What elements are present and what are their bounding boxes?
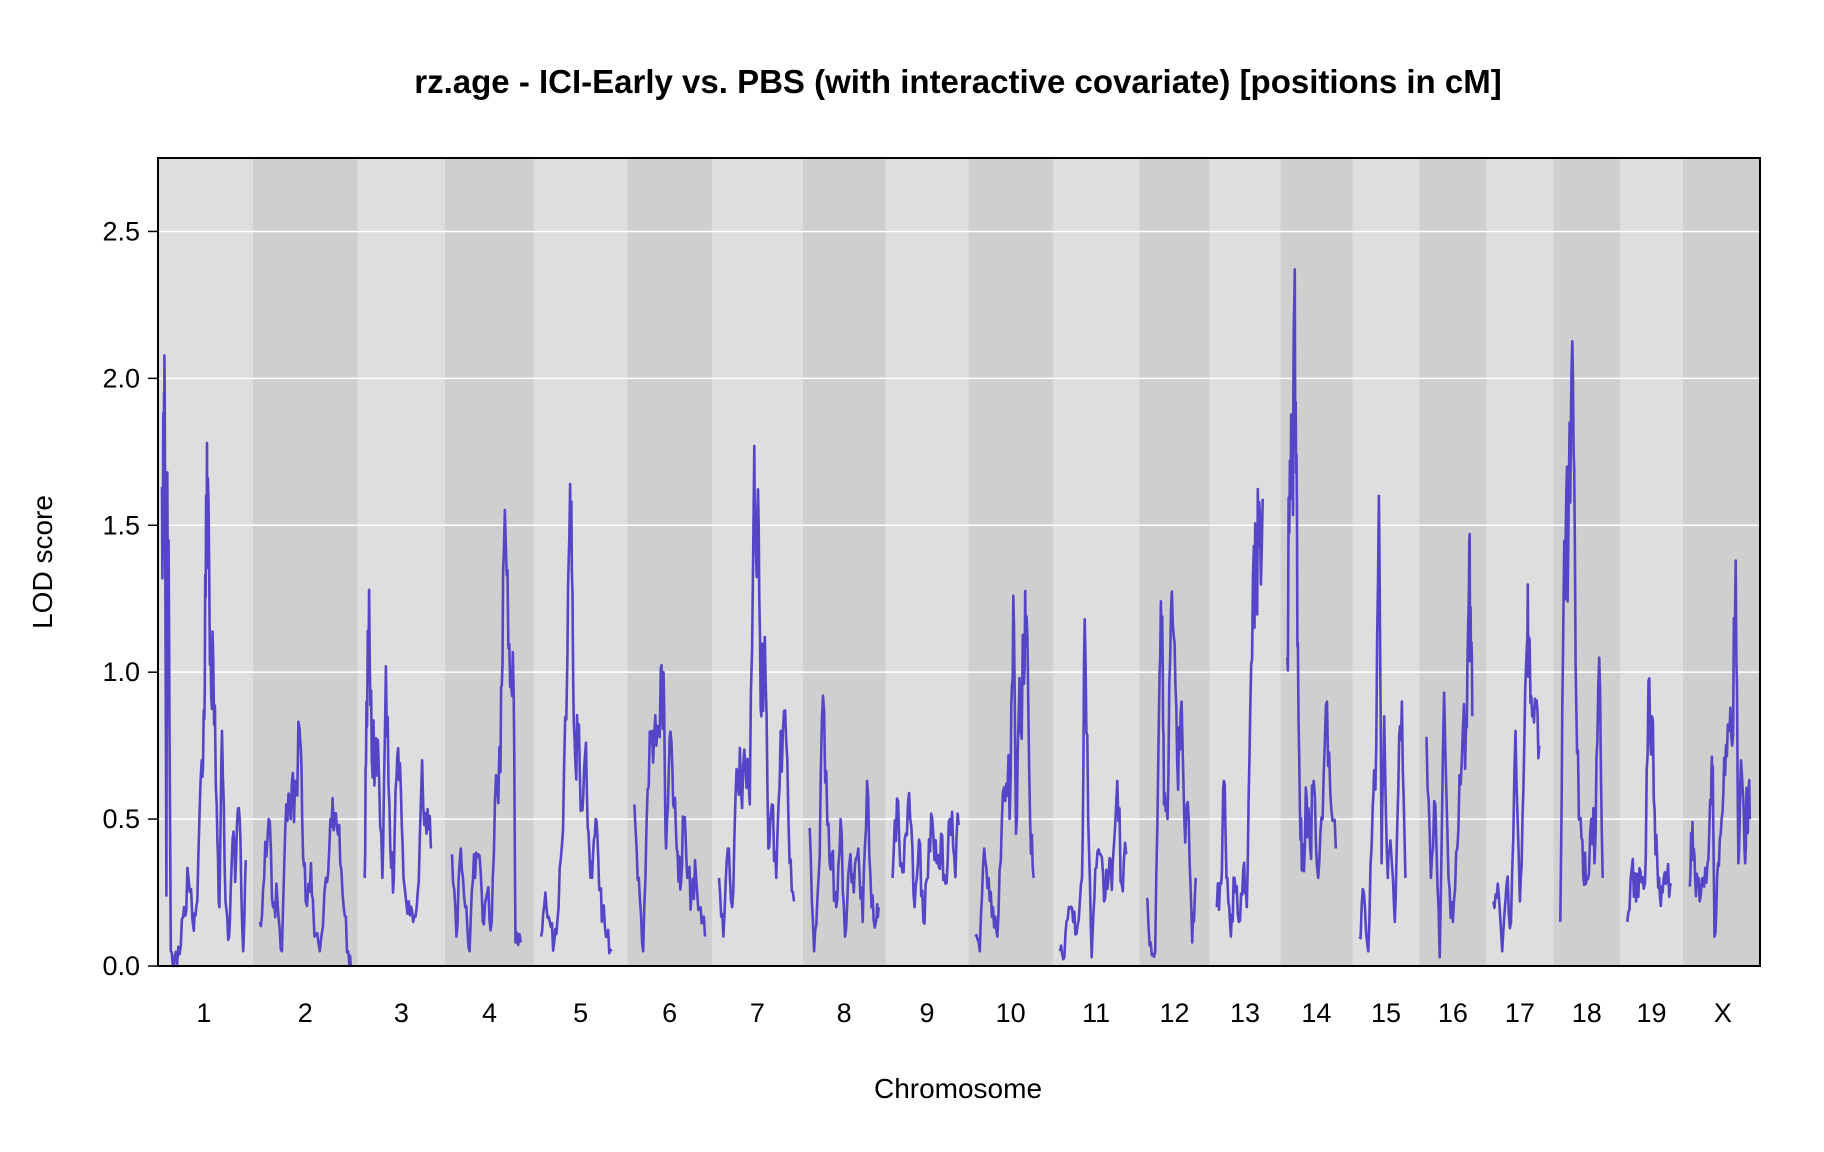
lod-line-chr-5 <box>539 482 613 955</box>
lod-line-chr-14 <box>1286 268 1338 880</box>
x-tick-label: 9 <box>919 998 934 1028</box>
chart-title: rz.age - ICI-Early vs. PBS (with interac… <box>414 63 1501 100</box>
lod-line-chr-10 <box>974 589 1035 953</box>
lod-line-chr-6 <box>633 663 707 953</box>
x-tick-label: 18 <box>1572 998 1602 1028</box>
x-tick-label: 1 <box>196 998 211 1028</box>
x-tick-label: 7 <box>750 998 765 1028</box>
lod-line-chr-8 <box>808 694 880 953</box>
lod-line-chr-18 <box>1559 340 1604 922</box>
x-tick-label: 3 <box>394 998 409 1028</box>
x-axis: 1 2 3 4 5 6 7 8 9 10 11 12 13 14 15 16 17 18 19 X <box>196 998 1732 1028</box>
lod-line-chr-17 <box>1492 583 1541 953</box>
lod-line-chr-7 <box>717 444 796 938</box>
x-tick-label: 14 <box>1301 998 1331 1028</box>
band-chr-11 <box>1052 158 1140 966</box>
x-tick-label: 6 <box>662 998 677 1028</box>
lod-line-chr-16 <box>1425 532 1474 959</box>
lod-line-chr-13 <box>1215 487 1264 938</box>
band-chr-X <box>1682 158 1760 966</box>
band-chr-6 <box>627 158 712 966</box>
y-axis: 0.0 0.5 1.0 1.5 2.0 2.5 <box>102 216 158 981</box>
lod-line-chr-11 <box>1058 618 1128 961</box>
band-chr-13 <box>1209 158 1281 966</box>
x-tick-label: X <box>1714 998 1732 1028</box>
plot-frame <box>157 157 1761 967</box>
band-chr-4 <box>444 158 534 966</box>
x-tick-label: 13 <box>1230 998 1260 1028</box>
y-tick-label: 0.5 <box>102 804 140 834</box>
y-tick-label: 2.0 <box>102 363 140 393</box>
lod-line-chr-X <box>1688 559 1752 938</box>
band-chr-17 <box>1486 158 1554 966</box>
y-tick-label: 0.0 <box>102 951 140 981</box>
band-chr-12 <box>1139 158 1210 966</box>
x-tick-label: 8 <box>837 998 852 1028</box>
lod-line-chr-1 <box>160 354 248 968</box>
x-tick-label: 10 <box>996 998 1026 1028</box>
band-chr-2 <box>252 158 358 966</box>
x-tick-label: 15 <box>1371 998 1401 1028</box>
lod-line-chr-15 <box>1358 494 1407 953</box>
x-axis-label: Chromosome <box>874 1073 1042 1104</box>
band-chr-19 <box>1620 158 1683 966</box>
lod-line-chr-9 <box>891 791 960 925</box>
chromosome-bands <box>158 158 1760 966</box>
x-tick-label: 11 <box>1082 998 1110 1028</box>
x-tick-label: 16 <box>1438 998 1468 1028</box>
y-tick-label: 1.0 <box>102 657 140 687</box>
x-tick-label: 4 <box>482 998 497 1028</box>
lod-line-chr-12 <box>1145 590 1197 959</box>
lod-line-chr-2 <box>258 720 352 968</box>
band-chr-8 <box>802 158 886 966</box>
band-chr-10 <box>968 158 1053 966</box>
lod-series <box>160 268 1752 968</box>
y-tick-label: 2.5 <box>102 216 140 246</box>
y-tick-label: 1.5 <box>102 510 140 540</box>
x-tick-label: 2 <box>298 998 313 1028</box>
x-tick-label: 5 <box>573 998 588 1028</box>
x-tick-label: 12 <box>1160 998 1190 1028</box>
x-tick-label: 17 <box>1505 998 1535 1028</box>
band-chr-5 <box>533 158 628 966</box>
lod-line-chr-3 <box>363 588 433 924</box>
x-tick-label: 19 <box>1637 998 1667 1028</box>
y-axis-label: LOD score <box>27 495 58 629</box>
lod-line-chr-4 <box>450 508 523 953</box>
lod-line-chr-19 <box>1626 677 1673 923</box>
